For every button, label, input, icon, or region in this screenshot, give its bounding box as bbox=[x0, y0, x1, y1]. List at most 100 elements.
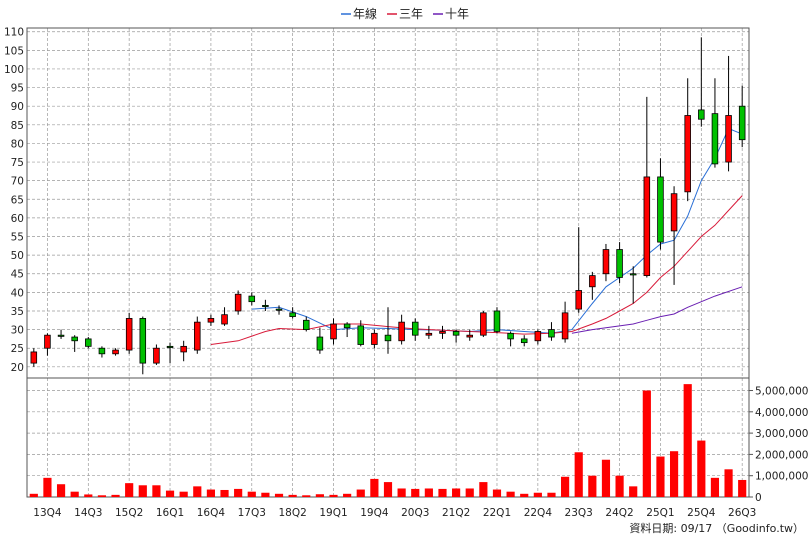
data-date-credit: 資料日期: 09/17 （Goodinfo.tw） bbox=[629, 521, 804, 535]
volume-bar bbox=[656, 456, 665, 497]
volume-bar bbox=[343, 493, 352, 497]
candle-body bbox=[234, 293, 242, 312]
volume-bar bbox=[261, 492, 270, 497]
volume-bar bbox=[669, 451, 679, 497]
volume-bar bbox=[288, 494, 297, 497]
candle-body bbox=[643, 176, 651, 277]
volume-tick-label: 4,000,000 bbox=[755, 407, 808, 419]
x-tick-label: 18Q2 bbox=[278, 507, 306, 519]
volume-bar bbox=[588, 475, 597, 497]
volume-bar bbox=[383, 482, 393, 497]
volume-bar bbox=[206, 489, 215, 497]
volume-tick-label: 2,000,000 bbox=[755, 449, 808, 461]
volume-bar bbox=[165, 490, 175, 497]
price-tick-label: 35 bbox=[11, 306, 24, 318]
candle-body bbox=[316, 336, 324, 351]
candle-body bbox=[30, 351, 38, 364]
x-tick-label: 25Q1 bbox=[646, 507, 674, 519]
volume-bar bbox=[111, 494, 120, 497]
plot-frame bbox=[26, 27, 750, 498]
candle-body bbox=[698, 109, 705, 120]
volume-bar bbox=[601, 459, 611, 497]
price-tick-label: 65 bbox=[11, 194, 24, 206]
price-tick-label: 105 bbox=[4, 45, 24, 57]
legend-label-1: 年線 bbox=[353, 6, 377, 21]
candle-body bbox=[684, 115, 691, 193]
candle-body bbox=[330, 323, 337, 340]
volume-tick-label: 5,000,000 bbox=[755, 386, 808, 398]
candle-body bbox=[262, 304, 269, 307]
candle-body bbox=[670, 193, 678, 232]
price-tick-label: 55 bbox=[11, 232, 24, 244]
volume-bar bbox=[356, 489, 365, 497]
grid-lines bbox=[27, 28, 749, 497]
x-tick-label: 13Q4 bbox=[33, 507, 62, 519]
candle-body bbox=[439, 331, 446, 334]
candle-body bbox=[629, 273, 637, 276]
volume-bar bbox=[438, 488, 447, 497]
volume-bar bbox=[411, 488, 420, 497]
candle-body bbox=[548, 329, 555, 338]
x-tick-label: 19Q4 bbox=[360, 507, 389, 519]
volume-bar bbox=[561, 476, 570, 497]
volume-bars bbox=[29, 384, 747, 497]
volume-axis-ticks: 0 1,000,000 2,000,000 3,000,000 4,000,000 5,0… bbox=[749, 386, 808, 504]
candle-body bbox=[71, 336, 78, 342]
candle-body bbox=[207, 318, 215, 323]
candle-body bbox=[738, 105, 746, 141]
candle-body bbox=[480, 312, 487, 336]
x-tick-label: 26Q3 bbox=[728, 507, 756, 519]
price-tick-label: 45 bbox=[11, 269, 24, 281]
price-tick-label: 20 bbox=[11, 362, 24, 374]
plot-border bbox=[26, 27, 750, 498]
candle-body bbox=[289, 312, 296, 317]
price-tick-label: 60 bbox=[11, 213, 24, 225]
volume-bar bbox=[615, 475, 624, 497]
chart-legend: 年線 三年 十年 bbox=[341, 6, 469, 21]
candlestick-series bbox=[30, 37, 746, 375]
candle-body bbox=[303, 319, 310, 330]
price-tick-label: 40 bbox=[11, 287, 24, 299]
volume-bar bbox=[738, 479, 747, 497]
x-tick-label: 16Q4 bbox=[197, 507, 226, 519]
candle-body bbox=[411, 321, 419, 336]
candle-body bbox=[589, 275, 596, 288]
volume-bar bbox=[84, 494, 93, 497]
volume-bar bbox=[697, 440, 706, 497]
volume-bar bbox=[43, 477, 52, 497]
candle-body bbox=[425, 332, 433, 336]
candle-body bbox=[561, 312, 569, 340]
candle-body bbox=[44, 334, 51, 349]
volume-bar bbox=[452, 488, 461, 497]
volume-bar bbox=[329, 494, 338, 497]
x-tick-label: 22Q1 bbox=[483, 507, 511, 519]
price-tick-label: 70 bbox=[11, 176, 24, 188]
price-tick-label: 85 bbox=[11, 120, 24, 132]
candle-body bbox=[616, 249, 623, 278]
volume-bar bbox=[302, 495, 311, 497]
candle-body bbox=[371, 332, 378, 345]
candle-body bbox=[357, 325, 365, 345]
candle-body bbox=[112, 349, 119, 355]
x-tick-label: 17Q3 bbox=[238, 507, 266, 519]
volume-bar bbox=[642, 390, 651, 497]
candle-body bbox=[139, 318, 147, 364]
volume-bar bbox=[506, 491, 515, 497]
volume-bar bbox=[479, 482, 488, 497]
volume-bar bbox=[397, 488, 406, 497]
volume-bar bbox=[629, 486, 638, 497]
candle-body bbox=[507, 332, 514, 340]
candle-body bbox=[166, 345, 174, 348]
volume-tick-label: 1,000,000 bbox=[755, 471, 808, 483]
volume-bar bbox=[370, 478, 379, 497]
price-tick-label: 80 bbox=[11, 138, 24, 150]
candle-body bbox=[575, 290, 582, 310]
volume-bar bbox=[574, 452, 583, 497]
legend-label-3: 十年 bbox=[445, 7, 469, 21]
x-tick-label: 23Q3 bbox=[565, 507, 593, 519]
x-tick-label: 25Q4 bbox=[687, 507, 716, 519]
volume-bar bbox=[97, 495, 107, 497]
volume-bar bbox=[56, 484, 66, 497]
x-tick-label: 20Q3 bbox=[401, 507, 429, 519]
